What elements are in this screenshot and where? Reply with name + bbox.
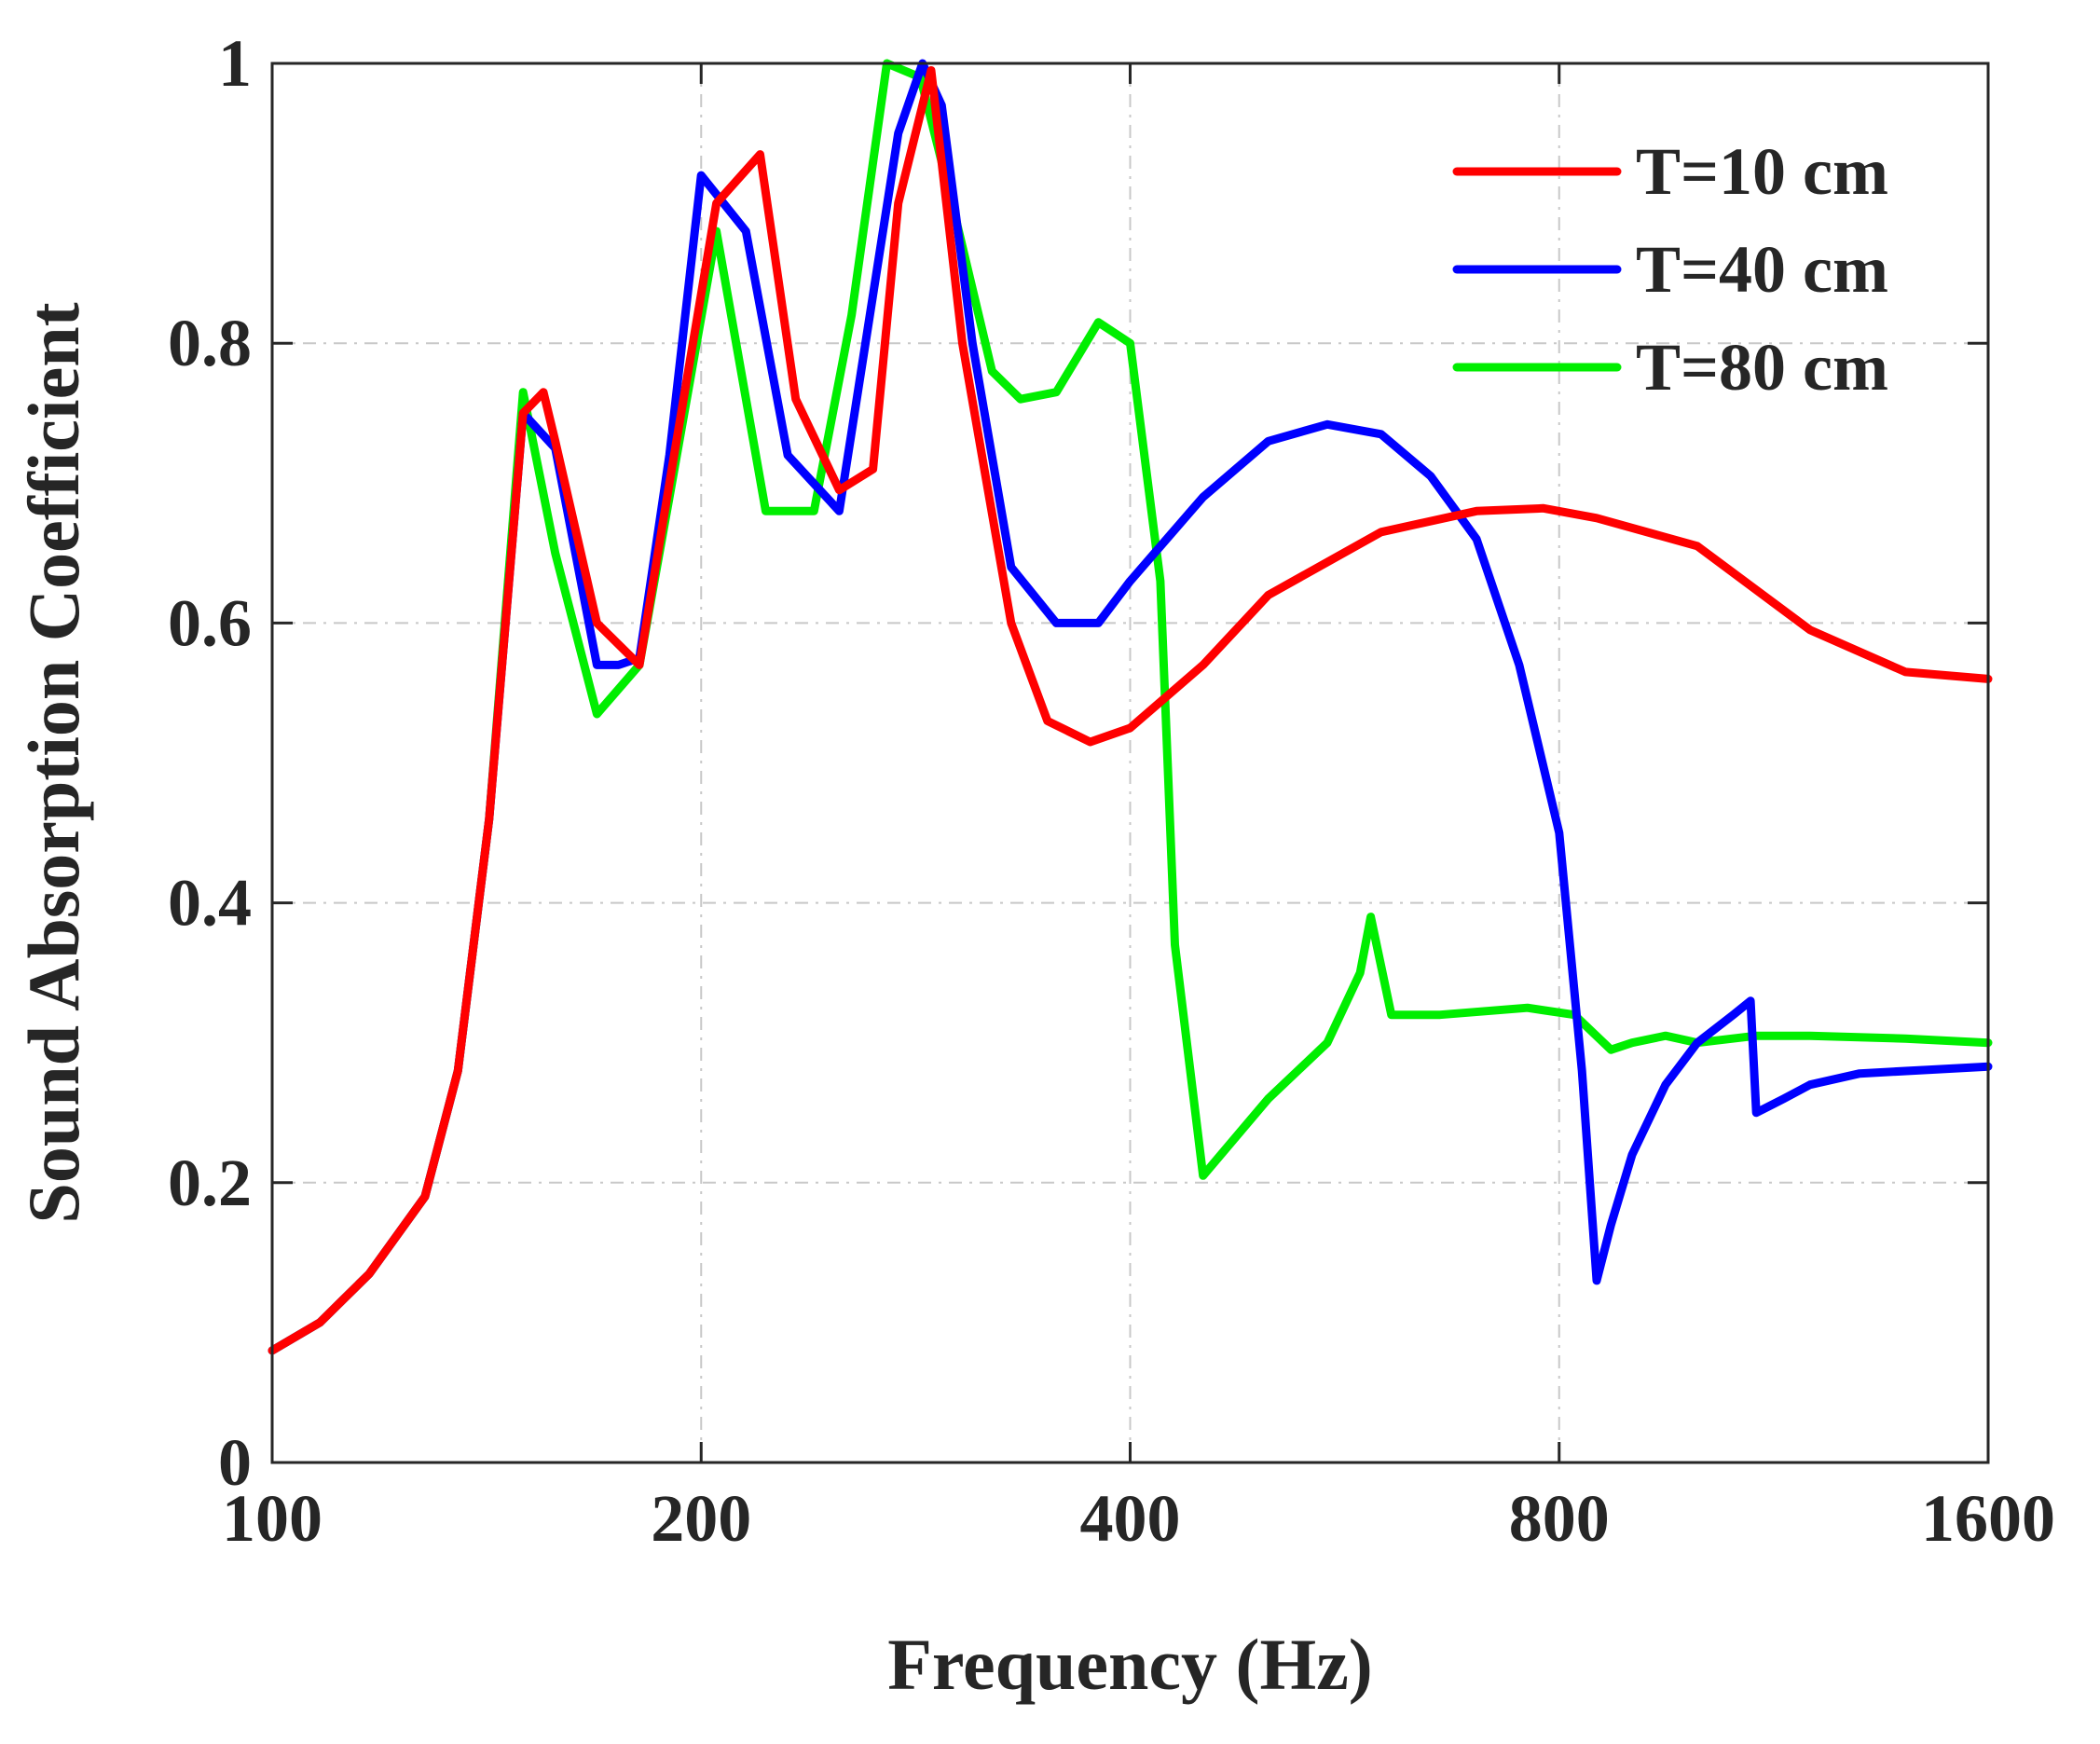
x-tick-label: 100: [222, 1481, 323, 1556]
x-tick-label: 200: [651, 1481, 751, 1556]
y-tick-labels: 0 0.2 0.4 0.6 0.8 1: [168, 26, 252, 1500]
legend: T=10 cm T=40 cm T=80 cm: [1452, 134, 1888, 405]
legend-label: T=10 cm: [1636, 134, 1888, 209]
x-axis-title: Frequency (Hz): [887, 1624, 1373, 1705]
y-tick-label: 0.6: [168, 585, 252, 660]
x-tick-labels: 100 200 400 800 1600: [222, 1481, 2055, 1556]
x-tick-label: 400: [1080, 1481, 1181, 1556]
series-layer: [268, 59, 1993, 1355]
legend-label: T=80 cm: [1636, 330, 1888, 405]
y-tick-label: 0.2: [168, 1146, 252, 1220]
series-line-t-10-cm: [268, 66, 1993, 1355]
legend-label: T=40 cm: [1636, 232, 1888, 307]
tick-marks: [270, 62, 1990, 1464]
y-tick-label: 1: [218, 26, 252, 101]
y-tick-label: 0.8: [168, 306, 252, 380]
series-line-t-80-cm: [268, 59, 1993, 1355]
y-tick-label: 0: [218, 1425, 252, 1500]
y-axis-title: Sound Absorption Coefficient: [13, 302, 94, 1223]
y-tick-label: 0.4: [168, 866, 252, 941]
grid: [272, 63, 1988, 1462]
x-tick-label: 1600: [1921, 1481, 2055, 1556]
x-tick-label: 800: [1509, 1481, 1610, 1556]
